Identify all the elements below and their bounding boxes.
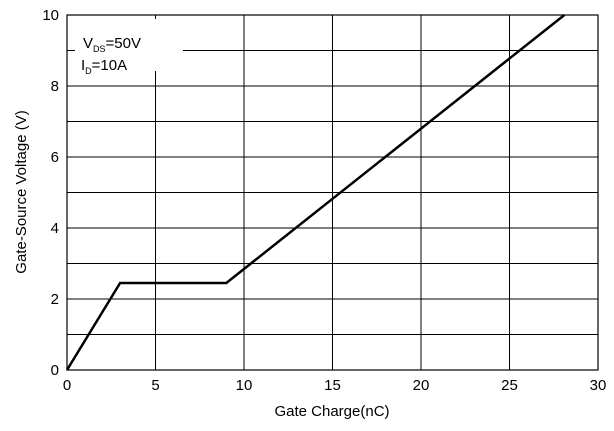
annotation-subscript: DS — [93, 44, 106, 54]
y-tick-label: 4 — [51, 220, 59, 237]
x-tick-label: 15 — [324, 377, 341, 394]
x-tick-label: 0 — [63, 377, 71, 394]
annotation: VDS=50V — [83, 35, 141, 54]
plot-frame — [66, 14, 599, 371]
y-tick-label: 0 — [51, 362, 59, 379]
data-line — [65, 14, 566, 371]
y-tick-label: 10 — [42, 7, 59, 24]
annotation: ID=10A — [81, 57, 127, 76]
x-tick-label: 30 — [590, 377, 607, 394]
y-tick-label: 8 — [51, 78, 59, 95]
annotation-background — [75, 19, 183, 71]
x-axis-label: Gate Charge(nC) — [274, 403, 389, 420]
y-tick-label: 2 — [51, 291, 59, 308]
x-tick-label: 10 — [236, 377, 253, 394]
annotation-subscript: D — [85, 66, 92, 76]
x-tick-label: 5 — [151, 377, 159, 394]
annotation-value: =50V — [106, 35, 141, 52]
y-tick-label: 6 — [51, 149, 59, 166]
annotation-symbol: V — [83, 35, 93, 52]
y-axis-label: Gate-Source Voltage (V) — [13, 110, 30, 273]
annotation-value: =10A — [92, 57, 127, 74]
annotation-symbol: I — [81, 57, 85, 74]
x-tick-label: 20 — [413, 377, 430, 394]
x-tick-label: 25 — [501, 377, 518, 394]
